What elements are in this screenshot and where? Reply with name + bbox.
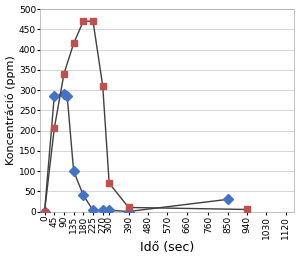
Y-axis label: Koncentráció (ppm): Koncentráció (ppm) (6, 55, 16, 165)
X-axis label: Idő (sec): Idő (sec) (140, 242, 194, 255)
